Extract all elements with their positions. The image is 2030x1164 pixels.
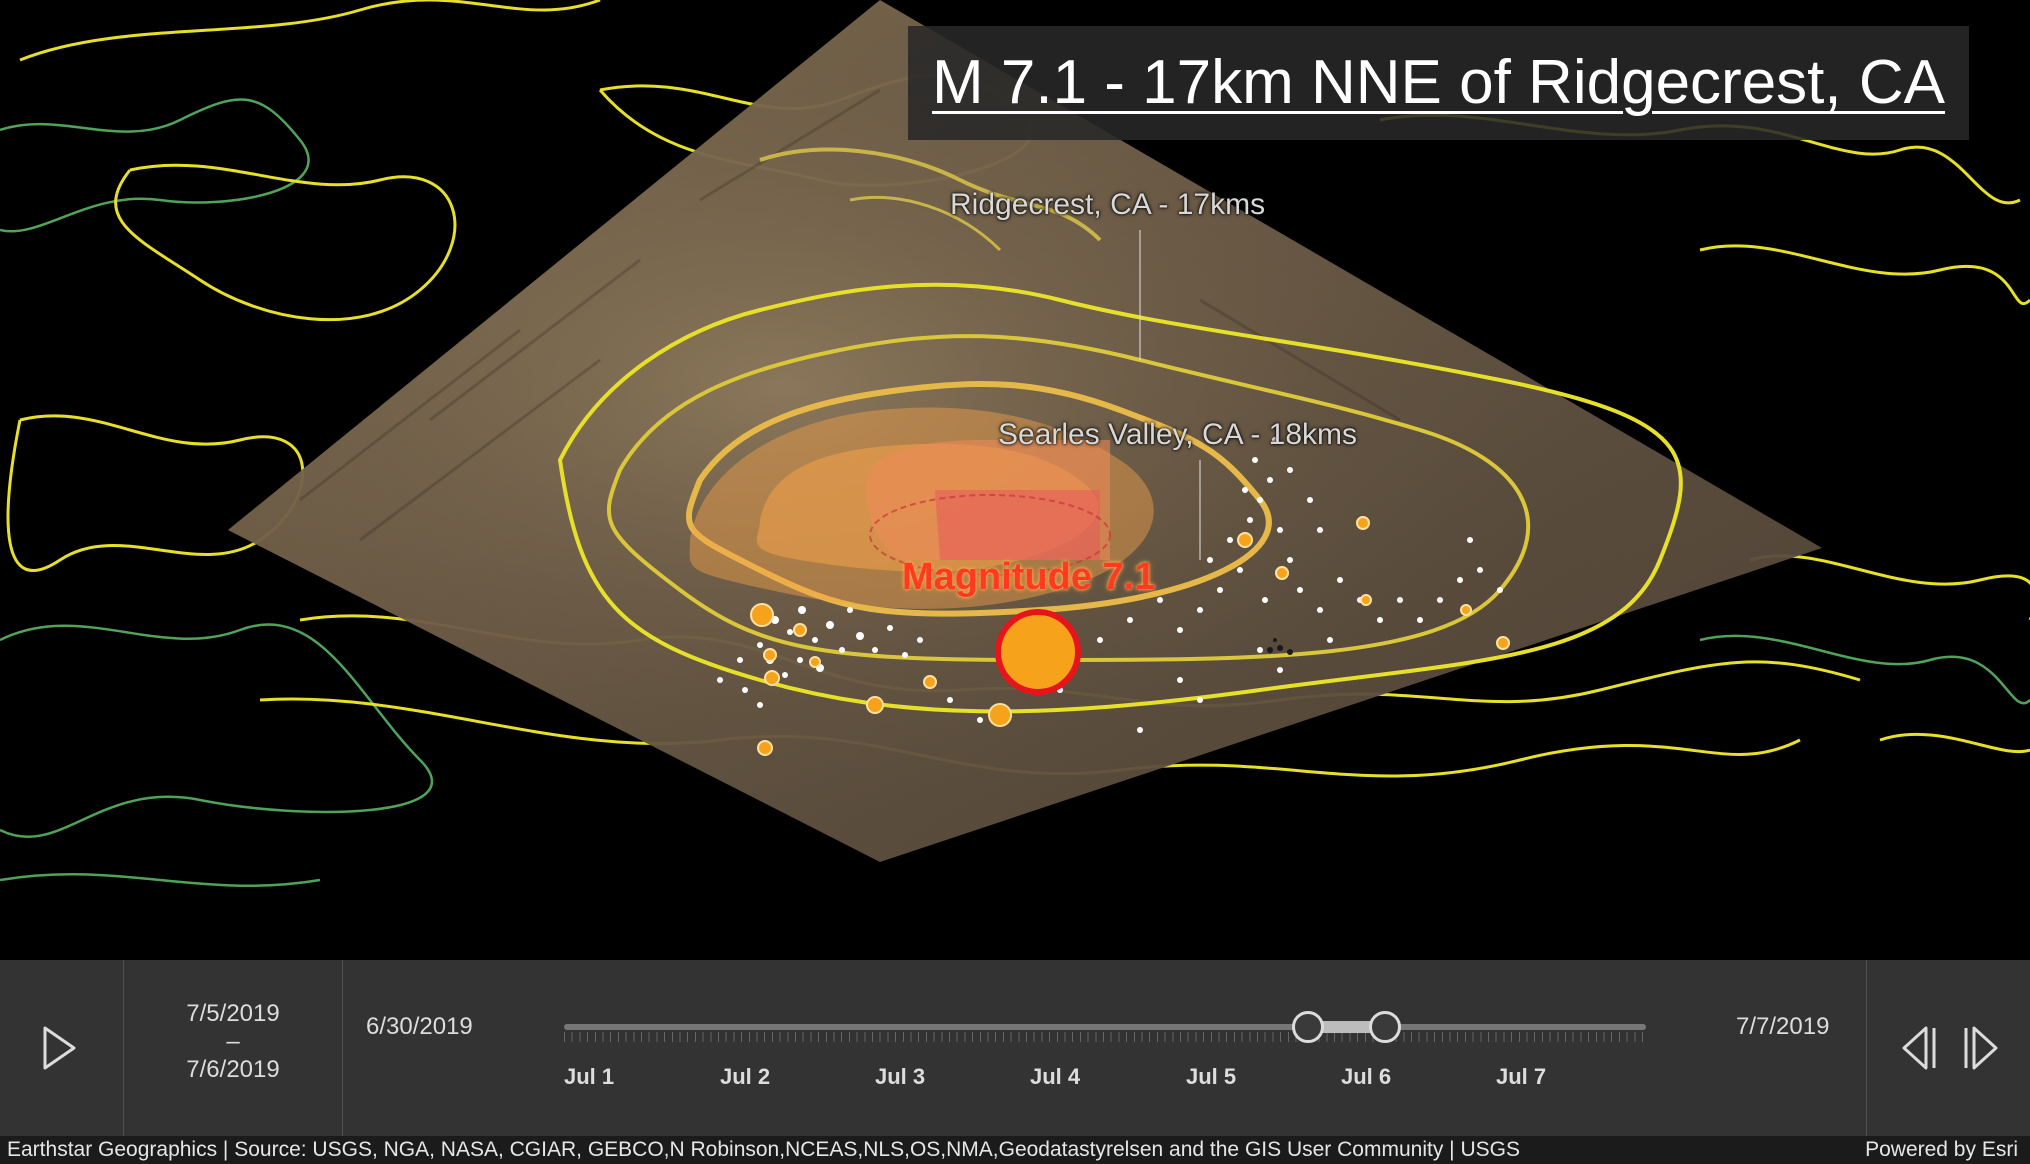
- slider-start-thumb[interactable]: [1292, 1011, 1324, 1043]
- ridgecrest-label: Ridgecrest, CA - 17kms: [950, 188, 1266, 221]
- larger-quakes: [750, 516, 1510, 756]
- slider-minor-ticks: [564, 1032, 1646, 1042]
- inner-contours: [558, 147, 1683, 714]
- next-button[interactable]: [1960, 1020, 2004, 1076]
- divider: [123, 960, 124, 1136]
- map-canvas: [0, 0, 2030, 888]
- current-range-label: 7/5/2019 – 7/6/2019: [124, 1000, 342, 1084]
- event-title: M 7.1 - 17km NNE of Ridgecrest, CA: [908, 26, 1969, 140]
- slider-end-thumb[interactable]: [1369, 1011, 1401, 1043]
- tick-label-jul5: Jul 5: [1186, 1064, 1237, 1089]
- previous-button[interactable]: [1896, 1020, 1940, 1076]
- time-slider-panel: 7/5/2019 – 7/6/2019: [0, 960, 2030, 1136]
- map-view[interactable]: M 7.1 - 17km NNE of Ridgecrest, CA Ridge…: [0, 0, 2030, 960]
- divider: [342, 960, 343, 1136]
- next-icon: [1964, 1026, 1998, 1070]
- outer-contours-green: [0, 98, 2030, 888]
- intensity-zones: [689, 407, 1154, 609]
- range-dash: –: [226, 1028, 240, 1055]
- tick-label-jul2: Jul 2: [720, 1064, 771, 1089]
- tick-label-jul4: Jul 4: [1030, 1064, 1081, 1089]
- aftershocks: [717, 437, 1503, 733]
- tick-label-jul6: Jul 6: [1341, 1064, 1392, 1089]
- range-end: 7/6/2019: [186, 1056, 280, 1083]
- play-icon: [43, 1026, 76, 1070]
- tick-label-jul7: Jul 7: [1496, 1064, 1547, 1089]
- magnitude-label: Magnitude 7.1: [902, 556, 1156, 598]
- slider-track[interactable]: [564, 1024, 1646, 1030]
- previous-icon: [1902, 1026, 1936, 1070]
- tick-label-jul1: Jul 1: [564, 1064, 615, 1089]
- range-start: 7/5/2019: [186, 1000, 280, 1027]
- attribution-bar: Earthstar Geographics | Source: USGS, NG…: [0, 1136, 2030, 1164]
- attribution-text: Earthstar Geographics | Source: USGS, NG…: [7, 1138, 1520, 1161]
- searles-valley-label: Searles Valley, CA - 18kms: [998, 418, 1358, 451]
- epicenter-marker: [995, 609, 1081, 695]
- powered-by-esri-link[interactable]: Powered by Esri: [1865, 1138, 2018, 1161]
- slider-min-date: 6/30/2019: [366, 1013, 473, 1040]
- slider-selected-range[interactable]: [1307, 1021, 1384, 1033]
- play-button[interactable]: [0, 960, 123, 1136]
- divider: [1866, 960, 1867, 1136]
- slider-max-date: 7/7/2019: [1736, 1013, 1830, 1040]
- tick-label-jul3: Jul 3: [875, 1064, 926, 1089]
